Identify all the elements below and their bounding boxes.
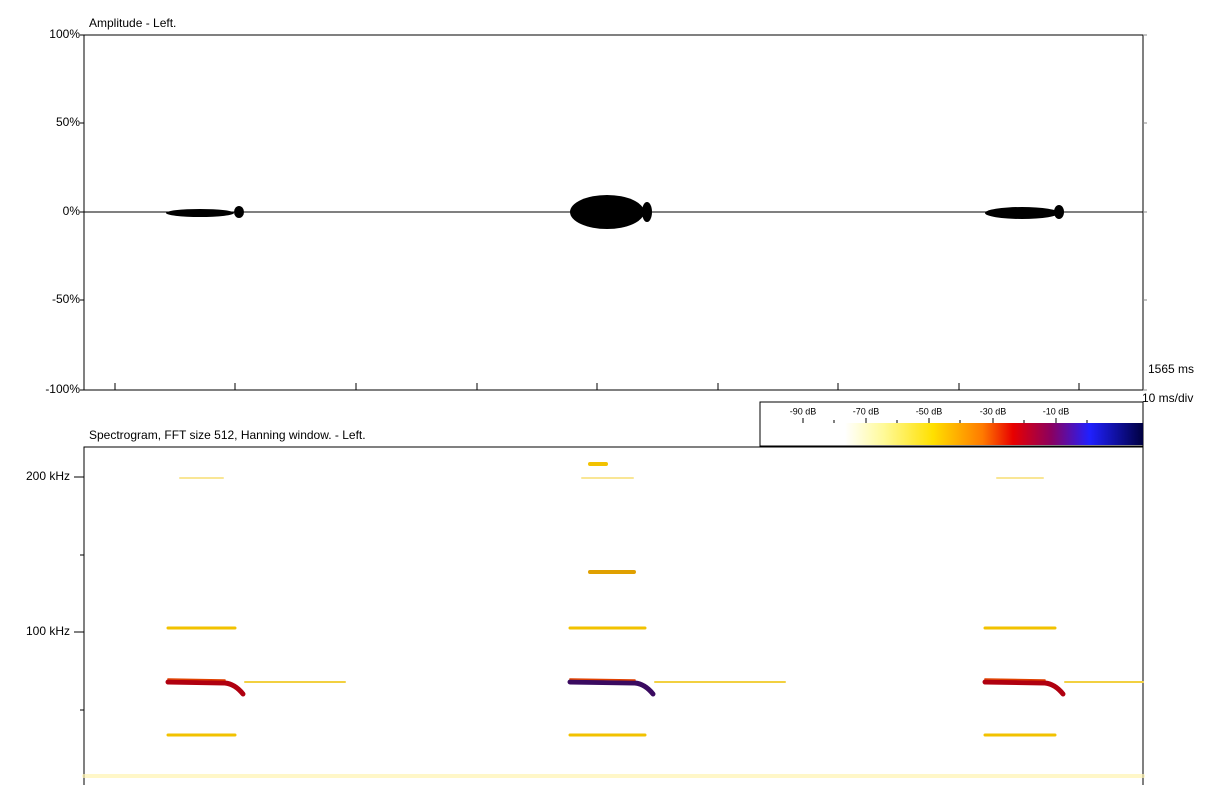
pulse-tail (1054, 205, 1064, 219)
y-label: -50% (52, 292, 80, 306)
y-label: 100% (49, 27, 80, 41)
db-label: -10 dB (1043, 406, 1070, 416)
frequency-axis: 200 kHz 100 kHz (26, 469, 84, 710)
color-scale-gradient (761, 423, 1143, 445)
amplitude-title: Amplitude - Left. (89, 16, 176, 30)
pulse-tail (234, 206, 244, 218)
db-label: -70 dB (853, 406, 880, 416)
pulse (985, 207, 1059, 219)
pulse (570, 195, 644, 229)
db-label: -30 dB (980, 406, 1007, 416)
pulse-tail (642, 202, 652, 222)
y-label: 200 kHz (26, 469, 70, 483)
db-label: -90 dB (790, 406, 817, 416)
spectrogram-title: Spectrogram, FFT size 512, Hanning windo… (89, 428, 366, 442)
pulse (166, 209, 234, 217)
fundamental-edge (985, 679, 1045, 680)
y-label: 50% (56, 115, 80, 129)
y-label: 100 kHz (26, 624, 70, 638)
db-label: -50 dB (916, 406, 943, 416)
time-scale: 10 ms/div (1142, 391, 1193, 405)
analysis-view: Amplitude - Left. 100% 50% 0% -50% -100% 156… (0, 0, 1225, 785)
fundamental-edge (570, 679, 635, 680)
time-span: 1565 ms (1148, 362, 1194, 376)
fundamental-edge (168, 679, 225, 680)
y-label: -100% (45, 382, 80, 396)
page: {"amplitude_panel": {"title": "Amplitude… (0, 0, 1225, 785)
y-label: 0% (63, 204, 81, 218)
